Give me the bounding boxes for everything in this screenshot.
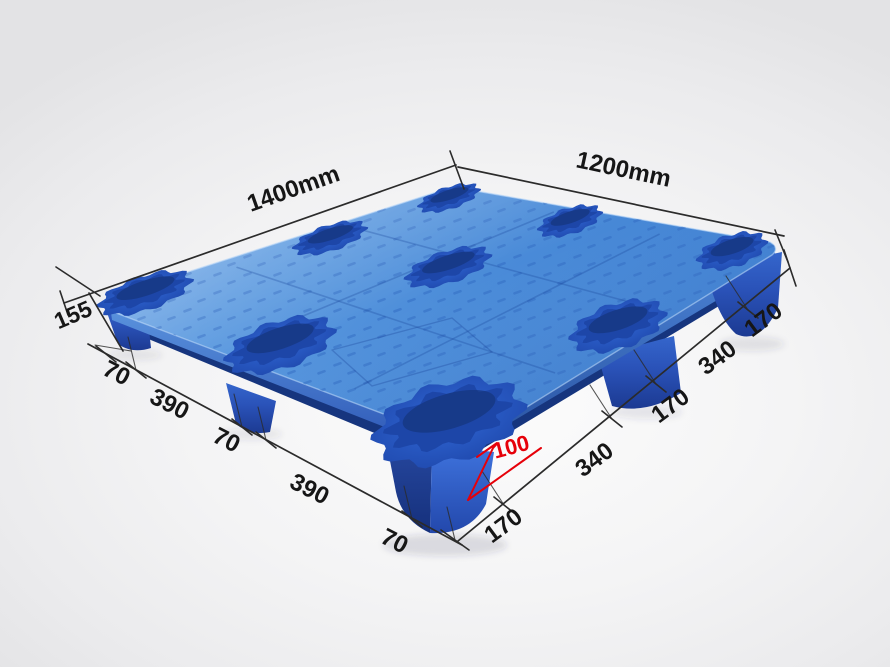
red-tick bbox=[476, 442, 498, 458]
dimension-label-total-height: 155 bbox=[50, 295, 96, 334]
nesting-pocket bbox=[287, 212, 373, 264]
dimension-label-segment: 390 bbox=[285, 468, 333, 510]
dimension-line-left-chain bbox=[87, 343, 463, 546]
pallet-foot bbox=[226, 383, 276, 433]
nesting-pocket bbox=[561, 287, 675, 365]
red-leader-line bbox=[467, 447, 542, 501]
nesting-pocket bbox=[215, 302, 345, 388]
red-height-line bbox=[467, 445, 495, 501]
dimension-label-segment: 340 bbox=[570, 437, 618, 483]
dimension-line-1400 bbox=[63, 164, 457, 304]
dimension-lines bbox=[63, 164, 791, 546]
nesting-pocket bbox=[398, 236, 498, 298]
dimension-label-segment: 70 bbox=[98, 355, 134, 391]
dimension-line-1200 bbox=[457, 166, 785, 237]
dimension-line-155 bbox=[88, 292, 124, 352]
nesting-pocket bbox=[413, 176, 485, 220]
nesting-pocket bbox=[533, 197, 607, 245]
dimension-label-segment: 390 bbox=[145, 383, 193, 425]
nesting-pockets bbox=[90, 176, 774, 485]
dimension-line-right-chain bbox=[457, 267, 791, 542]
dimension-label-width: 1200mm bbox=[574, 146, 674, 192]
nesting-pocket bbox=[90, 259, 200, 327]
ground-shadows bbox=[110, 337, 784, 556]
pallet-foot-right-face bbox=[430, 445, 494, 534]
dimension-label-segment: 70 bbox=[376, 523, 412, 559]
nesting-pocket bbox=[690, 223, 774, 279]
pallet-corner-feet bbox=[386, 252, 782, 534]
foot-height-annotation bbox=[467, 442, 542, 501]
nesting-pocket bbox=[360, 359, 538, 485]
dimension-label-segment: 70 bbox=[208, 422, 244, 458]
dimension-ticks bbox=[55, 150, 797, 551]
